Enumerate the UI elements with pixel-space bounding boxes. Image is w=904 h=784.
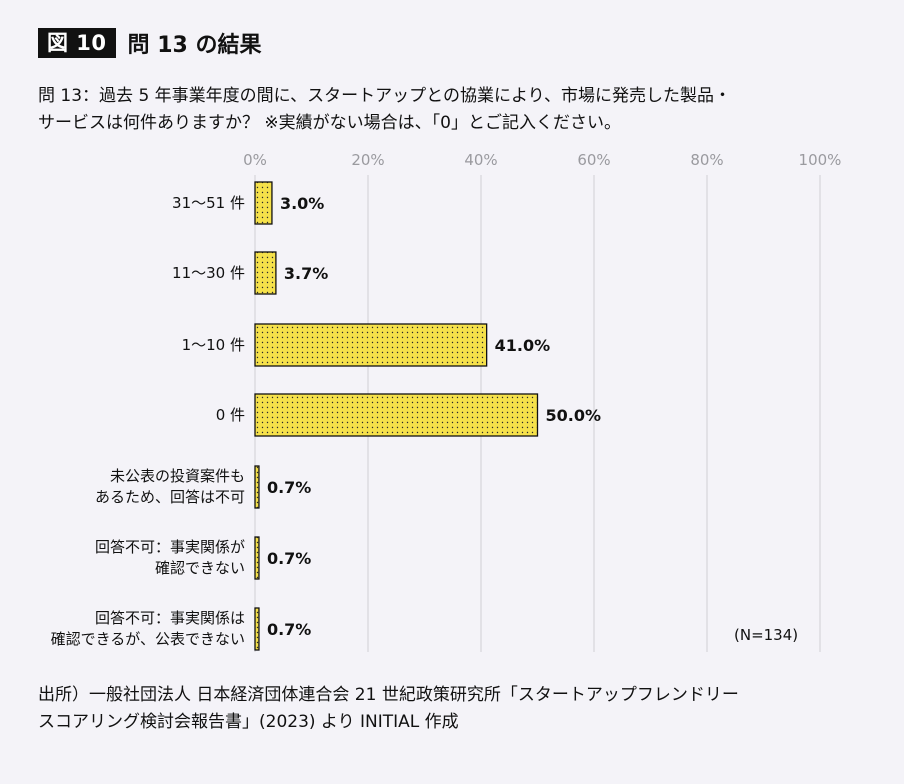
- source-note: 出所）一般社団法人 日本経済団体連合会 21 世紀政策研究所「スタートアップフレ…: [38, 682, 878, 736]
- bar: [254, 393, 539, 437]
- question-line-1: 問 13：過去 5 年事業年度の間に、スタートアップとの協業により、市場に発売し…: [38, 86, 731, 106]
- source-line-2: スコアリング検討会報告書」(2023) より INITIAL 作成: [38, 712, 459, 732]
- bar: [254, 536, 260, 580]
- bar: [254, 251, 277, 295]
- bar-value-label: 3.0%: [280, 194, 324, 213]
- figure-header: 図 10 問 13 の結果: [38, 27, 261, 59]
- bar-value-label: 0.7%: [267, 549, 311, 568]
- bars: [254, 181, 539, 651]
- bar-value-label: 50.0%: [546, 406, 602, 425]
- question-text: 問 13：過去 5 年事業年度の間に、スタートアップとの協業により、市場に発売し…: [38, 83, 878, 137]
- bar-value-label: 0.7%: [267, 478, 311, 497]
- category-label: 未公表の投資案件も あるため、回答は不可: [94, 467, 245, 506]
- category-label: 1〜10 件: [181, 335, 245, 354]
- x-tick-label: 60%: [577, 151, 610, 169]
- bar: [254, 323, 488, 367]
- source-line-1: 出所）一般社団法人 日本経済団体連合会 21 世紀政策研究所「スタートアップフレ…: [38, 685, 739, 705]
- bar: [254, 465, 260, 509]
- category-label: 31〜51 件: [172, 193, 245, 212]
- bar-chart: 0% 20% 40% 60% 80% 100% 3.0% 3.7% 41.0% 50.0% 0.7…: [243, 151, 841, 652]
- bar-value-label: 41.0%: [495, 336, 551, 355]
- x-tick-label: 100%: [799, 151, 842, 169]
- question-line-2: サービスは何件ありますか？ ※実績がない場合は、「0」とご記入ください。: [38, 113, 621, 133]
- bar: [254, 607, 260, 651]
- category-label: 11〜30 件: [172, 263, 245, 282]
- category-label: 0 件: [215, 405, 245, 424]
- x-tick-label: 40%: [464, 151, 497, 169]
- bar-value-label: 3.7%: [284, 264, 328, 283]
- category-label: 回答不可：事実関係が 確認できない: [94, 538, 245, 577]
- sample-size-note: (N=134): [734, 626, 799, 644]
- x-tick-label: 0%: [243, 151, 267, 169]
- bar-value-label: 0.7%: [267, 620, 311, 639]
- bar: [254, 181, 273, 225]
- figure-badge: 図 10: [38, 28, 116, 58]
- figure-title: 問 13 の結果: [127, 33, 262, 58]
- x-tick-label: 20%: [351, 151, 384, 169]
- x-axis-ticks: 0% 20% 40% 60% 80% 100%: [243, 151, 841, 169]
- category-label: 回答不可：事実関係は 確認できるが、公表できない: [50, 609, 245, 648]
- x-tick-label: 80%: [690, 151, 723, 169]
- value-labels: 3.0% 3.7% 41.0% 50.0% 0.7% 0.7% 0.7%: [267, 194, 601, 639]
